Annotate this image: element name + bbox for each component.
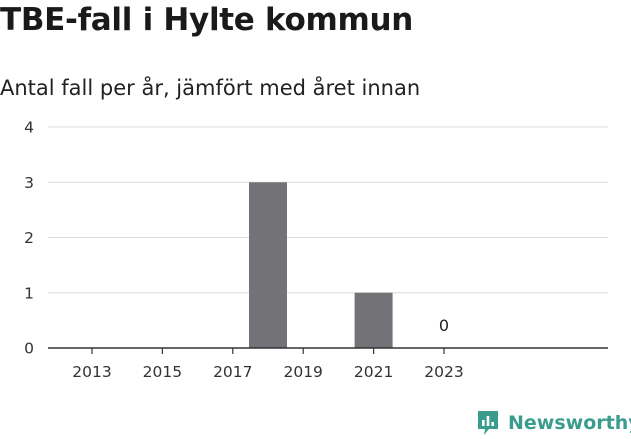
x-tick-label: 2019 xyxy=(283,363,322,381)
y-axis-ticks: 0 1 2 3 4 xyxy=(24,119,34,358)
bar-chart: 0 1 2 3 4 2013 2015 2017 2019 2021 2023 0 xyxy=(24,119,608,381)
chart-subtitle: Antal fall per år, jämfört med året inna… xyxy=(0,76,421,100)
x-tick-label: 2015 xyxy=(143,363,182,381)
bar-2018 xyxy=(249,182,287,348)
newsworthy-logo: Newsworthy xyxy=(476,407,631,439)
x-tick-label: 2017 xyxy=(213,363,252,381)
bar-2021 xyxy=(354,292,393,348)
data-label-2023: 0 xyxy=(439,316,449,335)
x-tick-label: 2021 xyxy=(354,363,393,381)
brand-name: Newsworthy xyxy=(508,412,631,434)
chart-title: TBE-fall i Hylte kommun xyxy=(0,2,414,38)
bar-chart-badge-icon xyxy=(478,411,498,435)
y-tick-label: 1 xyxy=(24,284,34,302)
data-labels: 0 xyxy=(439,316,449,335)
bars xyxy=(249,182,393,348)
x-tick-label: 2013 xyxy=(72,363,111,381)
x-axis-ticks: 2013 2015 2017 2019 2021 2023 xyxy=(72,348,464,381)
y-tick-label: 2 xyxy=(24,229,34,247)
y-tick-label: 3 xyxy=(24,174,34,192)
y-tick-label: 0 xyxy=(24,340,34,358)
y-tick-label: 4 xyxy=(24,119,34,137)
gridlines xyxy=(48,126,608,294)
x-tick-label: 2023 xyxy=(424,363,463,381)
